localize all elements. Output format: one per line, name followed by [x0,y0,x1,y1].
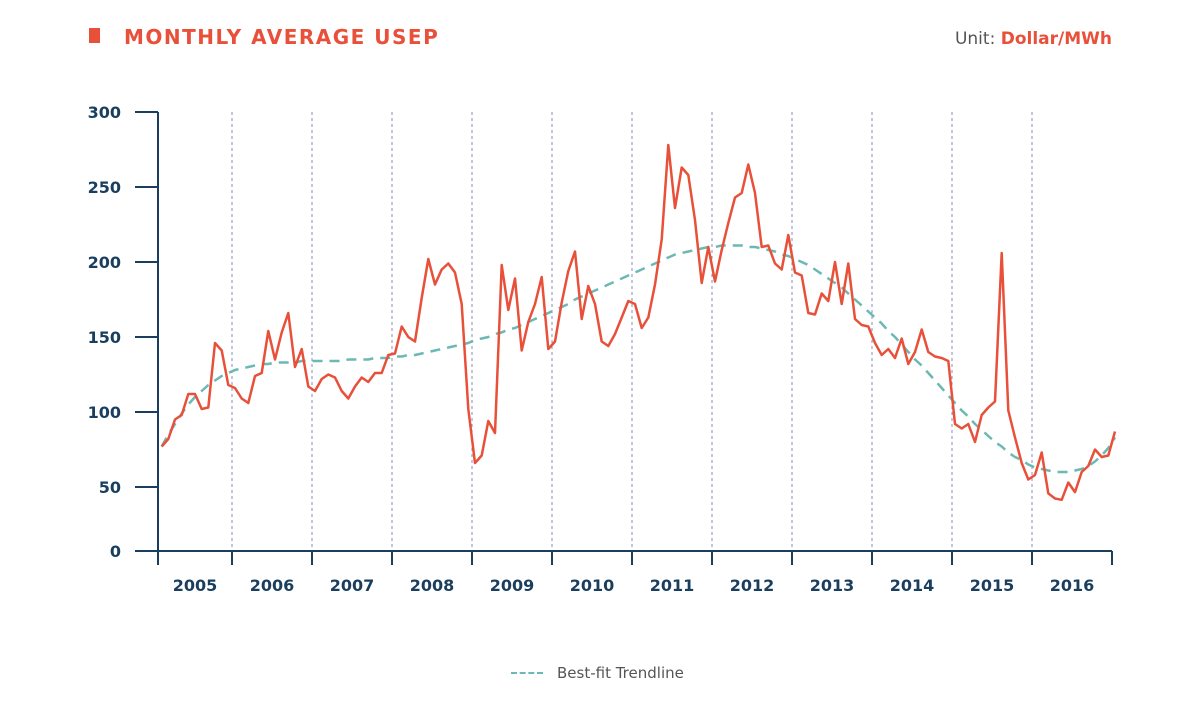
year-gridlines [231,112,1033,551]
x-tick-label-2010: 2010 [570,576,615,595]
x-axis-ticks: 2005 2006 2007 2008 2009 2010 2011 2012 2013 2014… [157,551,1113,595]
x-tick-label-2012: 2012 [730,576,775,595]
trendline [160,244,1117,474]
y-tick-label: 50 [99,478,121,497]
usep-series-line [160,143,1117,502]
y-tick-label: 0 [110,542,121,561]
legend-trend-swatch [511,672,543,674]
legend: Best-fit Trendline [511,664,684,682]
y-tick-label: 300 [88,103,121,122]
x-tick-label-2011: 2011 [650,576,695,595]
unit-prefix: Unit: [954,29,996,49]
y-tick-label: 150 [88,328,121,347]
chart-title: MONTHLY AVERAGE USEP [124,25,440,49]
x-tick-label-2014: 2014 [890,576,935,595]
x-tick-label-2008: 2008 [410,576,455,595]
unit-value: Dollar/MWh [1000,29,1112,49]
unit-label: Unit: Dollar/MWh [955,29,1112,49]
y-axis-ticks: 0 50 100 150 200 250 300 [88,103,158,561]
series-lines [160,143,1117,502]
y-tick-label: 200 [88,253,121,272]
x-tick-label-2007: 2007 [330,576,375,595]
x-tick-label-2009: 2009 [490,576,535,595]
x-tick-label-2006: 2006 [250,576,295,595]
x-tick-label-2013: 2013 [810,576,855,595]
x-tick-label-2005: 2005 [173,576,218,595]
title-marker [89,28,100,43]
legend-trend-label: Best-fit Trendline [557,664,684,682]
x-tick-label-2016: 2016 [1050,576,1095,595]
x-tick-label-2015: 2015 [970,576,1015,595]
y-tick-label: 100 [88,403,121,422]
y-tick-label: 250 [88,178,121,197]
